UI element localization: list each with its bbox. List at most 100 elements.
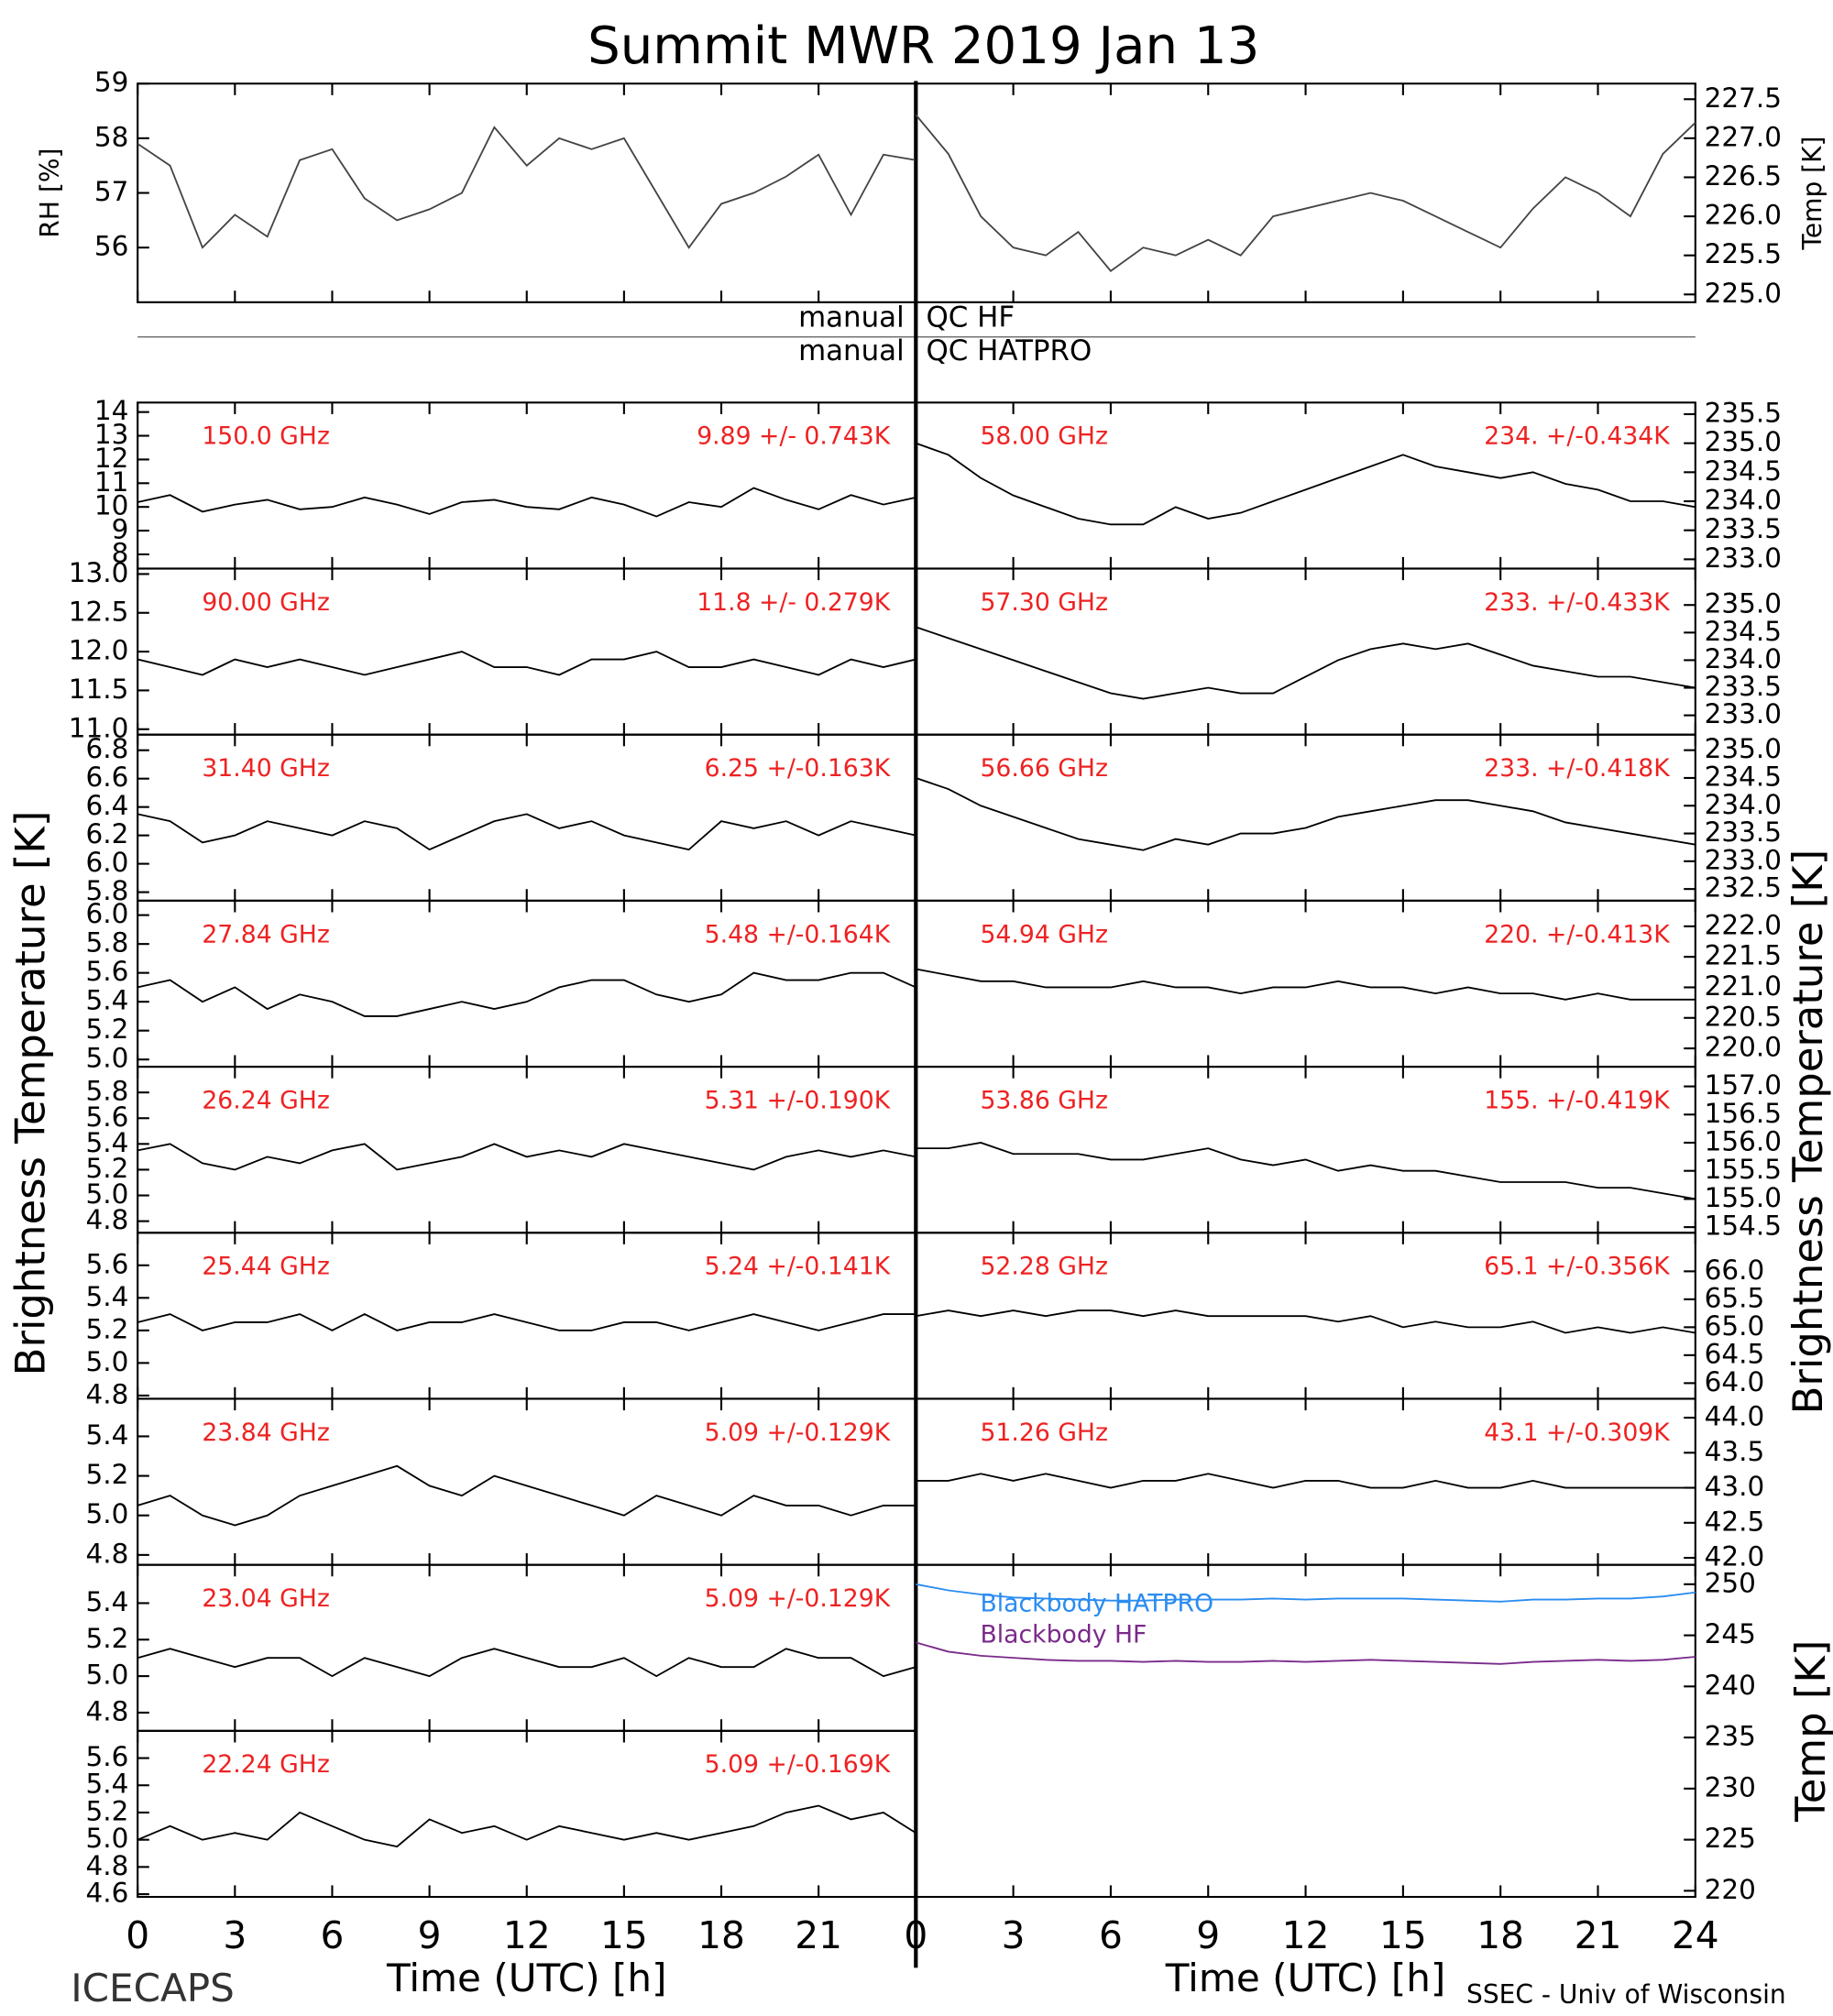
y-tick-label: 5.6 — [85, 1101, 128, 1133]
y-tick-label: 56 — [94, 231, 129, 262]
x-tick-label: 0 — [126, 1913, 149, 1957]
y-tick-label: 220.0 — [1705, 1032, 1782, 1063]
y-tick-label: 225.5 — [1705, 238, 1782, 269]
y-tick-label: 5.4 — [85, 1281, 128, 1312]
y-axis-label: Brightness Temperature [K] — [5, 811, 54, 1376]
panel-stats: 233. +/-0.418K — [1484, 754, 1671, 783]
y-tick-label: 5.0 — [85, 1043, 128, 1074]
x-tick-label: 3 — [223, 1913, 247, 1957]
series-line — [137, 1143, 916, 1171]
y-tick-label: 43.0 — [1705, 1471, 1765, 1502]
y-tick-label: 6.6 — [85, 761, 128, 793]
x-axis-label: Time (UTC) [h] — [1165, 1956, 1446, 2000]
y-tick-label: 234.5 — [1705, 455, 1782, 487]
y-axis-label: Brightness Temperature [K] — [1784, 849, 1832, 1415]
x-tick-label: 21 — [1575, 1913, 1622, 1957]
footer-label: SSEC - Univ of Wisconsin — [1466, 1979, 1786, 2010]
y-tick-label: 11.5 — [69, 674, 129, 705]
x-tick-label: 15 — [600, 1913, 648, 1957]
panel-stats: 6.25 +/-0.163K — [705, 754, 892, 783]
y-tick-label: 233.5 — [1705, 513, 1782, 544]
y-tick-label: 5.8 — [85, 927, 128, 959]
series-line — [916, 1583, 1696, 1603]
y-tick-label: 11.0 — [69, 712, 129, 743]
y-tick-label: 234.0 — [1705, 485, 1782, 516]
y-tick-label: 12.0 — [69, 635, 129, 666]
series-line — [137, 1648, 916, 1678]
y-tick-label: 5.0 — [85, 1346, 128, 1377]
y-tick-label: 64.0 — [1705, 1366, 1765, 1397]
series-line — [137, 1313, 916, 1331]
x-tick-label: 6 — [321, 1913, 345, 1957]
y-tick-label: 154.5 — [1705, 1211, 1782, 1242]
chart-title: Summit MWR 2019 Jan 13 — [587, 16, 1259, 76]
y-tick-label: 13.0 — [69, 557, 129, 588]
y-tick-label: 235 — [1705, 1721, 1756, 1752]
y-tick-label: 5.4 — [85, 1586, 128, 1617]
series-line — [916, 1309, 1696, 1334]
panel-label: 90.00 GHz — [202, 588, 329, 617]
panel-stats: 9.89 +/- 0.743K — [697, 422, 892, 451]
y-tick-label: 5.8 — [85, 875, 128, 906]
x-tick-label: 3 — [1002, 1913, 1026, 1957]
y-tick-label: 11 — [94, 466, 129, 498]
y-tick-label: 6.8 — [85, 733, 128, 764]
qc-label: QC HF — [927, 301, 1015, 334]
y-tick-label: 230 — [1705, 1771, 1756, 1802]
y-tick-label: 235.0 — [1705, 733, 1782, 764]
y-tick-label: 233.0 — [1705, 698, 1782, 729]
y-tick-label: 5.2 — [85, 1013, 128, 1045]
x-tick-label: 12 — [1282, 1913, 1330, 1957]
series-line — [137, 126, 916, 249]
panel-label: 23.04 GHz — [202, 1584, 329, 1613]
y-tick-label: 5.0 — [85, 1823, 128, 1854]
y-tick-label: 4.8 — [85, 1204, 128, 1235]
x-tick-label: 6 — [1099, 1913, 1123, 1957]
y-tick-label: 5.0 — [85, 1178, 128, 1210]
panel-label: 52.28 GHz — [980, 1253, 1107, 1281]
y-tick-label: 13 — [94, 419, 129, 450]
panel-label: 23.84 GHz — [202, 1419, 329, 1447]
panel-stats: 234. +/-0.434K — [1484, 422, 1671, 451]
panel-stats: 233. +/-0.433K — [1484, 588, 1671, 617]
x-tick-label: 15 — [1379, 1913, 1427, 1957]
y-tick-label: 222.0 — [1705, 909, 1782, 940]
y-tick-label: 5.2 — [85, 1153, 128, 1184]
y-tick-label: 59 — [94, 67, 129, 98]
y-tick-label: 64.5 — [1705, 1338, 1765, 1369]
panel-label: 26.24 GHz — [202, 1086, 329, 1114]
y-tick-label: 5.2 — [85, 1459, 128, 1490]
y-tick-label: 6.0 — [85, 898, 128, 929]
y-axis-label: Temp [K] — [1797, 137, 1828, 251]
series-line — [137, 1804, 916, 1848]
y-tick-label: 43.5 — [1705, 1436, 1765, 1467]
y-tick-label: 42.0 — [1705, 1541, 1765, 1572]
y-tick-label: 235.0 — [1705, 588, 1782, 619]
series-line — [916, 626, 1696, 700]
y-tick-label: 221.5 — [1705, 940, 1782, 971]
y-tick-label: 66.0 — [1705, 1255, 1765, 1286]
panel-label: 150.0 GHz — [202, 422, 329, 451]
panel-label: 22.24 GHz — [202, 1750, 329, 1779]
y-tick-label: 4.8 — [85, 1850, 128, 1881]
y-tick-label: 234.5 — [1705, 616, 1782, 647]
x-tick-label: 24 — [1672, 1913, 1719, 1957]
y-tick-label: 5.2 — [85, 1795, 128, 1826]
y-tick-label: 5.4 — [85, 1769, 128, 1800]
panel-stats: 5.24 +/-0.141K — [705, 1253, 892, 1281]
y-tick-label: 8 — [112, 537, 129, 568]
y-tick-label: 226.0 — [1705, 200, 1782, 231]
y-tick-label: 6.4 — [85, 790, 128, 821]
y-tick-label: 5.4 — [85, 1419, 128, 1451]
panel-stats: 155. +/-0.419K — [1484, 1086, 1671, 1114]
y-tick-label: 5.0 — [85, 1660, 128, 1691]
footer-label: ICECAPS — [71, 1966, 235, 2011]
y-axis-label: Temp [K] — [1786, 1640, 1833, 1823]
x-tick-label: 0 — [904, 1913, 927, 1957]
panel-label: 31.40 GHz — [202, 754, 329, 783]
series-line — [916, 777, 1696, 851]
y-tick-label: 4.8 — [85, 1695, 128, 1726]
x-tick-label: 9 — [1196, 1913, 1220, 1957]
